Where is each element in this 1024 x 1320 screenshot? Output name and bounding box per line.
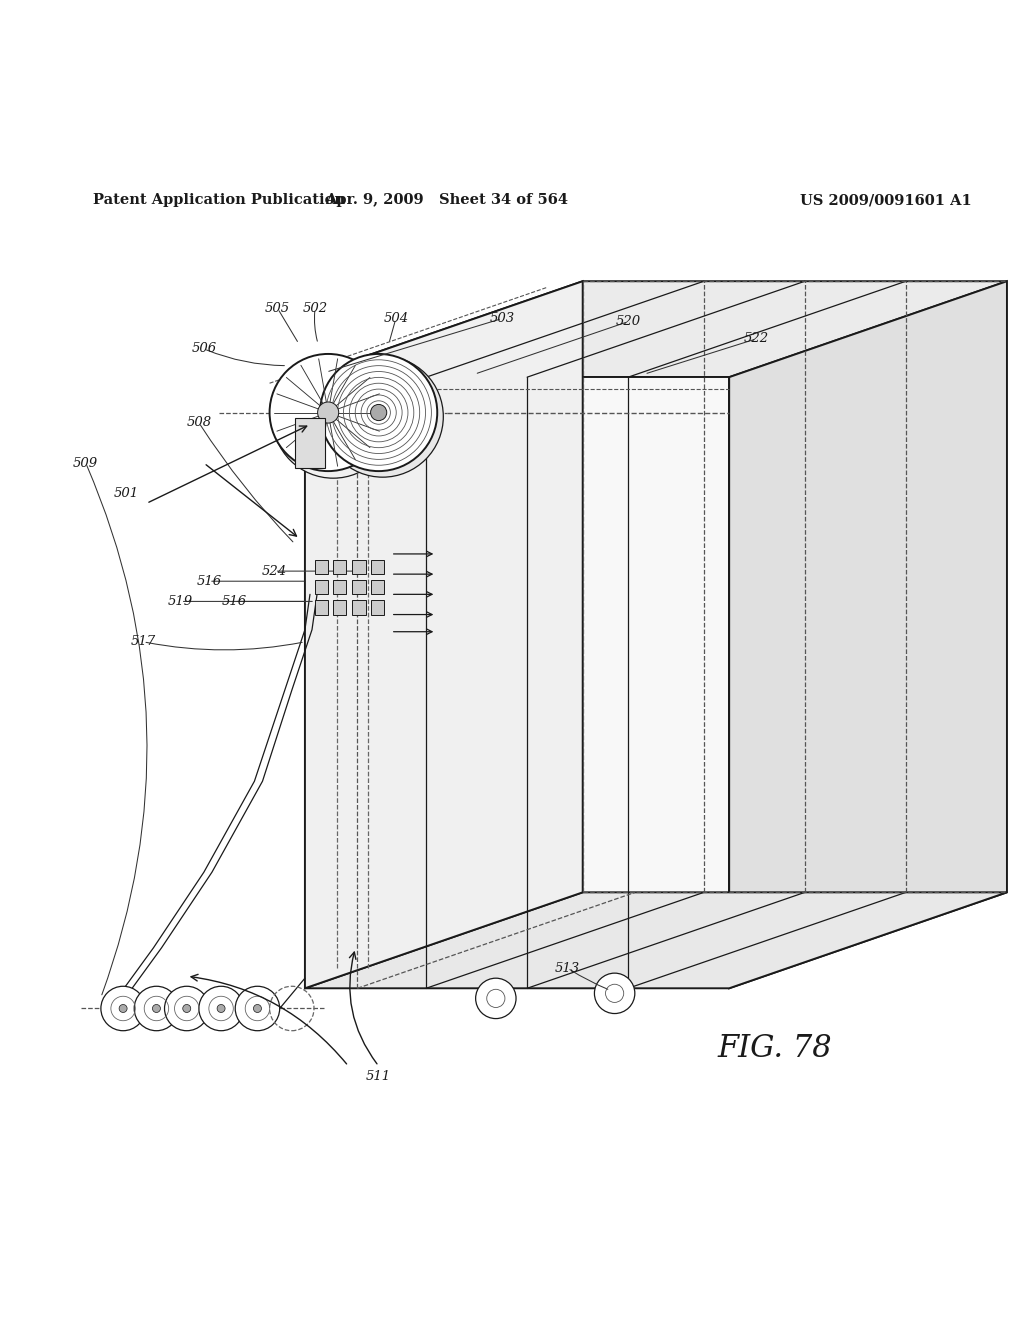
Circle shape <box>153 1005 161 1012</box>
Circle shape <box>254 1005 261 1012</box>
Bar <box>352 560 366 574</box>
Text: 504: 504 <box>383 312 409 325</box>
Text: Patent Application Publication: Patent Application Publication <box>93 193 345 207</box>
Text: 524: 524 <box>262 565 287 578</box>
Bar <box>315 560 328 574</box>
Polygon shape <box>729 281 1007 989</box>
Text: 509: 509 <box>73 457 98 470</box>
Circle shape <box>321 354 437 471</box>
Circle shape <box>371 404 387 421</box>
Circle shape <box>475 978 516 1019</box>
Circle shape <box>101 986 145 1031</box>
Bar <box>371 601 384 615</box>
Polygon shape <box>305 281 583 989</box>
Circle shape <box>182 1005 190 1012</box>
Bar <box>295 417 326 469</box>
Circle shape <box>269 354 387 471</box>
Circle shape <box>594 973 635 1014</box>
Text: 517: 517 <box>131 635 156 648</box>
Polygon shape <box>305 281 1007 378</box>
Bar <box>333 581 346 594</box>
Circle shape <box>236 986 280 1031</box>
Circle shape <box>119 1005 127 1012</box>
Circle shape <box>165 986 209 1031</box>
Bar <box>333 601 346 615</box>
Circle shape <box>134 986 178 1031</box>
Bar <box>371 581 384 594</box>
Text: 502: 502 <box>302 302 328 315</box>
Text: 513: 513 <box>555 961 581 974</box>
Text: US 2009/0091601 A1: US 2009/0091601 A1 <box>800 193 972 207</box>
Bar <box>352 581 366 594</box>
Circle shape <box>317 403 339 424</box>
Circle shape <box>323 356 443 477</box>
Bar <box>315 581 328 594</box>
Text: 503: 503 <box>489 312 514 325</box>
Text: FIG. 78: FIG. 78 <box>718 1034 831 1064</box>
Text: 516: 516 <box>221 595 247 609</box>
Text: 522: 522 <box>743 333 769 346</box>
Text: 506: 506 <box>191 342 216 355</box>
Bar <box>333 560 346 574</box>
Bar <box>315 601 328 615</box>
Text: 508: 508 <box>186 416 211 429</box>
Text: 505: 505 <box>265 302 290 315</box>
Circle shape <box>199 986 244 1031</box>
Text: 516: 516 <box>197 574 221 587</box>
Circle shape <box>217 1005 225 1012</box>
Polygon shape <box>305 378 729 989</box>
Text: 519: 519 <box>168 595 194 609</box>
Text: 501: 501 <box>114 487 138 500</box>
Circle shape <box>272 356 394 478</box>
Text: 511: 511 <box>367 1069 391 1082</box>
Text: 520: 520 <box>615 315 641 329</box>
Polygon shape <box>305 892 1007 989</box>
Text: Apr. 9, 2009   Sheet 34 of 564: Apr. 9, 2009 Sheet 34 of 564 <box>325 193 568 207</box>
Bar <box>371 560 384 574</box>
Bar <box>352 601 366 615</box>
